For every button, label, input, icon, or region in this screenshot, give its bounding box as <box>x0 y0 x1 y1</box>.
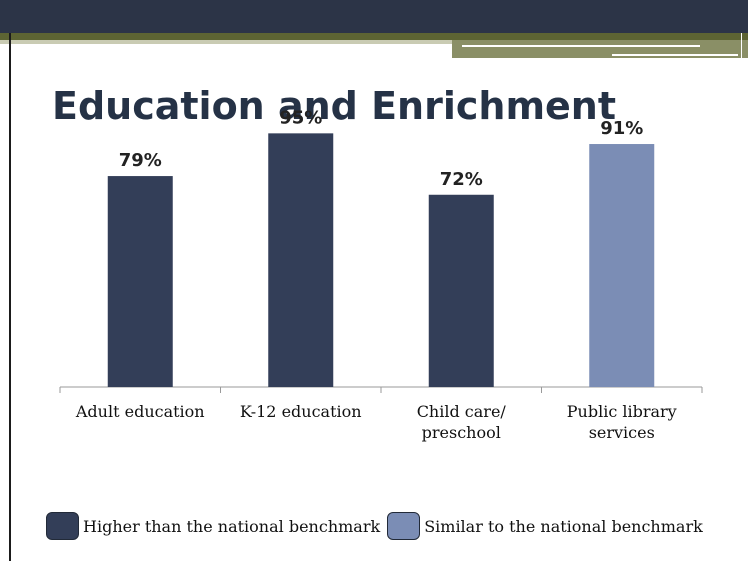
x-tick-label-line: Adult education <box>75 402 205 421</box>
x-tick-label-line: Child care/ <box>417 402 507 421</box>
bar-3 <box>428 194 494 387</box>
x-tick-label: K-12 education <box>240 402 362 421</box>
legend-label-higher: Higher than the national benchmark <box>83 516 381 536</box>
x-tick-label-line: services <box>589 423 655 442</box>
x-tick-label: Adult education <box>75 402 205 421</box>
x-tick-label-line: Public library <box>567 402 677 421</box>
data-label: 72% <box>440 169 483 190</box>
chart-legend: Higher than the national benchmark Simil… <box>46 511 710 541</box>
header-bar <box>0 0 748 33</box>
legend-item-similar: Similar to the national benchmark <box>387 512 710 540</box>
header-stripe <box>462 45 700 47</box>
header-light-band <box>0 40 452 44</box>
x-tick-label-line: preschool <box>422 423 501 442</box>
bar-1 <box>107 176 173 387</box>
x-tick-label: Public library services <box>567 402 677 442</box>
slide-right-rule <box>741 33 742 63</box>
header-accent-band <box>0 33 748 40</box>
x-tick-label-line: K-12 education <box>240 402 362 421</box>
legend-swatch-similar <box>387 512 421 540</box>
legend-label-similar: Similar to the national benchmark <box>424 516 703 536</box>
bar-2 <box>268 133 334 387</box>
header-striped-band <box>452 40 748 58</box>
legend-item-higher: Higher than the national benchmark <box>46 512 387 540</box>
legend-swatch-higher <box>46 512 79 540</box>
slide-left-rule <box>9 33 11 561</box>
data-label: 95% <box>279 107 322 128</box>
header-stripe <box>612 54 738 56</box>
data-label: 79% <box>119 150 162 171</box>
x-tick-label: Child care/preschool <box>417 402 507 442</box>
data-label: 91% <box>600 118 643 139</box>
slide-title: Education and Enrichment <box>52 84 617 128</box>
bar-4 <box>589 144 655 387</box>
